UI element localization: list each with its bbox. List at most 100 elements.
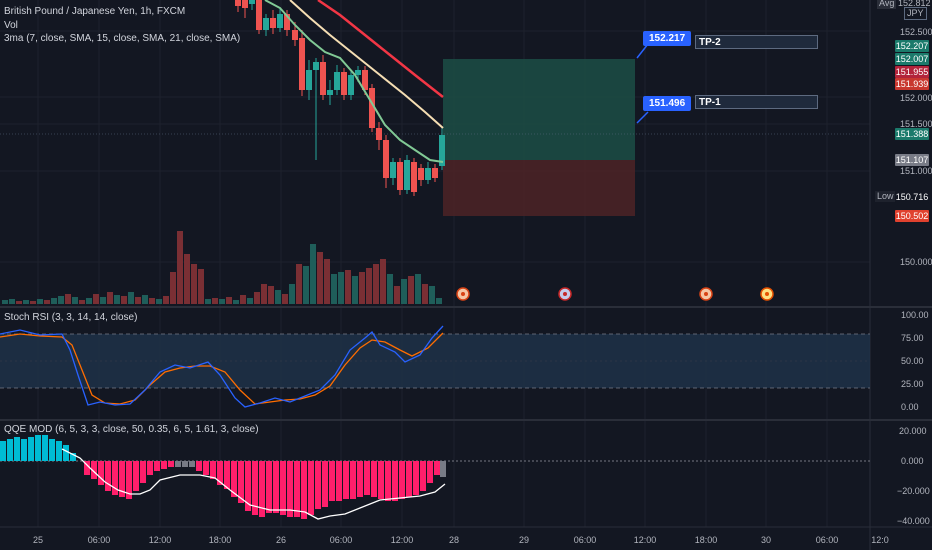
volume-bar: [184, 254, 190, 304]
candle-body: [270, 18, 276, 28]
volume-bar: [177, 231, 183, 304]
tp2-box[interactable]: TP-2: [695, 35, 818, 49]
chart-grid: [0, 0, 870, 527]
price-tag: 150.716: [895, 191, 929, 203]
price-tag: 151.955: [895, 66, 929, 78]
avg-badge: Avg: [877, 0, 897, 9]
time-axis-label: 26: [275, 535, 287, 545]
qqe-bar: [98, 461, 104, 485]
qqe-bar: [168, 461, 174, 467]
callout-tp1-price[interactable]: 151.496: [643, 96, 692, 111]
callout-connector-tp2: [636, 43, 649, 59]
qqe-bar: [266, 461, 272, 513]
volume-bar: [261, 284, 267, 304]
volume-bar: [65, 294, 71, 304]
qqe-bar: [147, 461, 153, 475]
ma-fast-line: [264, 0, 444, 163]
qqe-bar: [203, 461, 209, 475]
qqe-bar: [364, 461, 370, 495]
candle-body: [411, 162, 417, 192]
candle-body: [292, 30, 298, 40]
volume-bar: [121, 296, 127, 304]
qqe-bar: [357, 461, 363, 497]
volume-bar: [2, 300, 8, 304]
currency-badge[interactable]: JPY: [904, 7, 927, 20]
qqe-bar: [413, 461, 419, 495]
qqe-bar: [84, 461, 90, 475]
volume-bar: [422, 284, 428, 304]
volume-bar: [303, 266, 309, 304]
qqe-bar: [238, 461, 244, 503]
volume-bar: [51, 298, 57, 304]
qqe-bar: [385, 461, 391, 501]
ma-legend[interactable]: 3ma (7, close, SMA, 15, close, SMA, 21, …: [4, 33, 241, 44]
qqe-bar: [392, 461, 398, 501]
price-tag: 151.939: [895, 78, 929, 90]
time-axis-label: 12:00: [633, 535, 657, 545]
candle-body: [299, 38, 305, 90]
volume-bar: [275, 290, 281, 304]
volume-bar: [289, 284, 295, 304]
qqe-bar: [126, 461, 132, 499]
stoch-legend[interactable]: Stoch RSI (3, 3, 14, 14, close): [4, 312, 138, 323]
qqe-bar: [35, 435, 41, 461]
qqe-bar: [322, 461, 328, 507]
qqe-bar: [91, 461, 97, 479]
volume-bar: [387, 274, 393, 304]
time-axis-label: 06:00: [87, 535, 111, 545]
symbol-title[interactable]: British Pound / Japanese Yen, 1h, FXCM: [4, 6, 186, 17]
volume-bar: [100, 297, 106, 304]
qqe-bar: [140, 461, 146, 483]
time-axis-label: 06:00: [815, 535, 839, 545]
volume-bar: [345, 270, 351, 304]
candle-body: [376, 128, 382, 140]
tp1-box[interactable]: TP-1: [695, 95, 818, 109]
volume-bar: [408, 276, 414, 304]
time-axis-label: 12:00: [390, 535, 414, 545]
volume-bar: [338, 272, 344, 304]
qqe-bar: [21, 439, 27, 461]
stoch-axis-label: 0.00: [901, 402, 919, 412]
price-candles: [235, 0, 445, 196]
volume-bar: [373, 264, 379, 304]
volume-bar: [44, 300, 50, 304]
volume-bar: [247, 298, 253, 304]
volume-bar: [380, 259, 386, 304]
time-axis-label: 12:0: [871, 535, 889, 545]
ma-slow-line: [317, 0, 444, 98]
qqe-legend[interactable]: QQE MOD (6, 5, 3, 3, close, 50, 0.35, 6,…: [4, 424, 259, 435]
stoch-k-line: [0, 325, 444, 408]
qqe-bar: [427, 461, 433, 483]
candle-body: [348, 75, 354, 95]
target-zone: [443, 59, 635, 160]
volume-bar: [170, 272, 176, 304]
price-axis-label: 152.500: [900, 27, 932, 37]
volume-bar: [331, 274, 337, 304]
qqe-bar: [56, 441, 62, 461]
candle-body: [327, 90, 333, 95]
candle-body: [242, 0, 248, 8]
callout-tp2-price[interactable]: 152.217: [643, 31, 692, 46]
volume-bar: [352, 276, 358, 304]
qqe-bar: [112, 461, 118, 495]
volume-bar: [30, 301, 36, 304]
qqe-bar: [420, 461, 426, 491]
candle-body: [277, 14, 283, 28]
volume-bar: [128, 292, 134, 304]
volume-bar: [79, 300, 85, 304]
price-tag: 152.007: [895, 53, 929, 65]
volume-bar: [366, 268, 372, 304]
qqe-bar: [217, 461, 223, 485]
volume-bar: [317, 252, 323, 304]
qqe-bar: [308, 461, 314, 515]
qqe-axis-label: −40.000: [897, 516, 930, 526]
volume-legend[interactable]: Vol: [4, 20, 18, 31]
qqe-bar: [399, 461, 405, 499]
candle-body: [404, 160, 410, 190]
volume-bar: [135, 297, 141, 304]
volume-bar: [86, 298, 92, 304]
volume-bar: [219, 299, 225, 304]
qqe-bar: [371, 461, 377, 497]
volume-bar: [415, 274, 421, 304]
